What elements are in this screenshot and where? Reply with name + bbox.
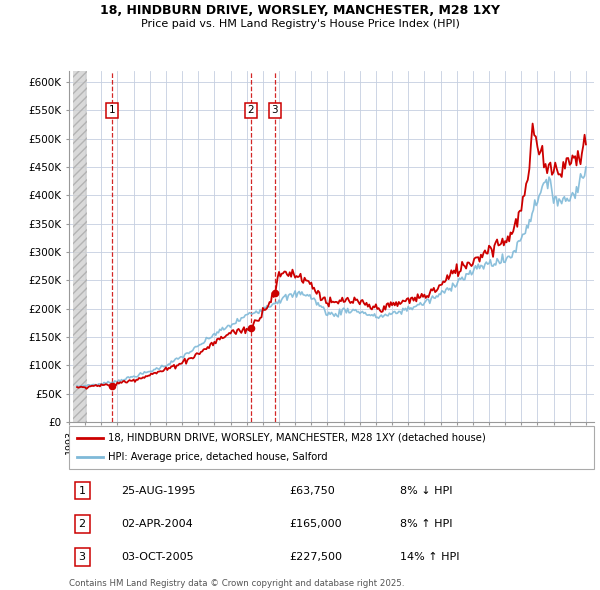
Text: 8% ↓ HPI: 8% ↓ HPI <box>400 486 452 496</box>
Text: 14% ↑ HPI: 14% ↑ HPI <box>400 552 459 562</box>
Text: 18, HINDBURN DRIVE, WORSLEY, MANCHESTER, M28 1XY: 18, HINDBURN DRIVE, WORSLEY, MANCHESTER,… <box>100 4 500 17</box>
Text: 18, HINDBURN DRIVE, WORSLEY, MANCHESTER, M28 1XY (detached house): 18, HINDBURN DRIVE, WORSLEY, MANCHESTER,… <box>109 432 486 442</box>
Text: HPI: Average price, detached house, Salford: HPI: Average price, detached house, Salf… <box>109 453 328 463</box>
Text: £227,500: £227,500 <box>290 552 343 562</box>
Bar <box>73 71 87 422</box>
Text: 3: 3 <box>79 552 86 562</box>
Text: 2: 2 <box>247 106 254 116</box>
Text: 1: 1 <box>109 106 115 116</box>
Text: 8% ↑ HPI: 8% ↑ HPI <box>400 519 452 529</box>
Text: Price paid vs. HM Land Registry's House Price Index (HPI): Price paid vs. HM Land Registry's House … <box>140 19 460 29</box>
Text: £165,000: £165,000 <box>290 519 342 529</box>
Text: 3: 3 <box>272 106 278 116</box>
FancyBboxPatch shape <box>69 426 594 469</box>
Text: 2: 2 <box>79 519 86 529</box>
Text: 03-OCT-2005: 03-OCT-2005 <box>121 552 194 562</box>
Text: Contains HM Land Registry data © Crown copyright and database right 2025.
This d: Contains HM Land Registry data © Crown c… <box>69 579 404 590</box>
Text: 1: 1 <box>79 486 86 496</box>
Text: £63,750: £63,750 <box>290 486 335 496</box>
Text: 02-APR-2004: 02-APR-2004 <box>121 519 193 529</box>
Text: 25-AUG-1995: 25-AUG-1995 <box>121 486 196 496</box>
